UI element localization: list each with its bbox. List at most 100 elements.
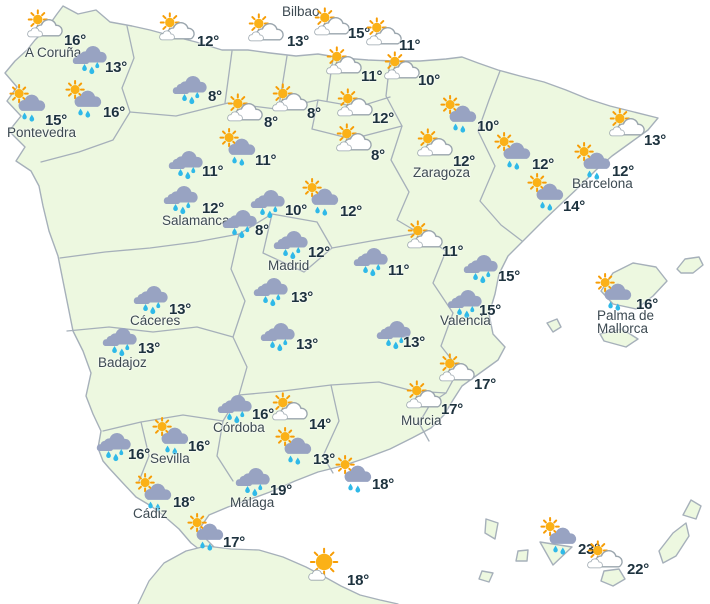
- partly-cloudy-icon: [271, 83, 311, 122]
- region-border-caceres-badajoz: [66, 326, 234, 338]
- rain-sun-icon: [335, 454, 376, 494]
- temperature-label: 13°: [403, 334, 426, 351]
- rain-sun-icon: [219, 127, 260, 167]
- temperature-label: 10°: [285, 202, 308, 219]
- island-fuerteventura: [658, 522, 690, 564]
- city-label: Zaragoza: [413, 165, 471, 180]
- partly-cloudy-icon: [247, 13, 287, 52]
- rain-sun-icon: [494, 131, 535, 171]
- temperature-label: 15°: [45, 112, 68, 129]
- rain-sun-icon: [574, 141, 615, 181]
- region-border-andalucia-west: [138, 421, 150, 482]
- city-label: Salamanca: [162, 213, 230, 228]
- temperature-label: 13°: [313, 451, 336, 468]
- partly-cloudy-icon: [438, 353, 478, 392]
- temperature-label: 13°: [169, 301, 192, 318]
- city-label: Córdoba: [213, 420, 265, 435]
- city-label: Madrid: [268, 258, 310, 273]
- partly-cloudy-icon: [336, 88, 376, 127]
- city-label: Valencia: [440, 313, 491, 328]
- temperature-label: 8°: [371, 147, 385, 164]
- temperature-label: 8°: [307, 105, 321, 122]
- temperature-label: 8°: [255, 222, 269, 239]
- temperature-label: 12°: [202, 200, 225, 217]
- temperature-label: 22°: [627, 561, 650, 578]
- partly-cloudy-icon: [383, 51, 423, 90]
- temperature-label: 16°: [128, 446, 151, 463]
- temperature-label: 10°: [477, 118, 500, 135]
- island-el-hierro: [478, 570, 494, 583]
- partly-cloudy-icon: [335, 123, 375, 162]
- temperature-label: 16°: [64, 32, 87, 49]
- city-label: Palma de Mallorca: [597, 308, 655, 336]
- temperature-label: 15°: [348, 25, 371, 42]
- rain-icon: [131, 280, 171, 317]
- temperature-label: 11°: [361, 68, 383, 85]
- city-label: Murcia: [401, 413, 442, 428]
- temperature-label: 13°: [291, 289, 314, 306]
- temperature-label: 16°: [188, 438, 211, 455]
- temperature-label: 8°: [208, 88, 222, 105]
- rain-sun-icon: [302, 177, 343, 217]
- temperature-label: 12°: [372, 110, 395, 127]
- region-border-madrid: [262, 213, 333, 273]
- temperature-label: 18°: [372, 476, 395, 493]
- temperature-label: 11°: [399, 37, 421, 54]
- region-border-aragon-cataluna: [477, 70, 523, 242]
- temperature-label: 15°: [498, 268, 521, 285]
- city-label: Bilbao: [282, 4, 320, 19]
- city-label: Cádiz: [133, 506, 168, 521]
- temperature-label: 13°: [138, 340, 161, 357]
- rain-icon: [374, 315, 414, 352]
- rain-sun-icon: [595, 272, 636, 312]
- city-label: Pontevedra: [7, 125, 77, 140]
- rain-icon: [70, 40, 110, 77]
- rain-icon: [258, 317, 298, 354]
- temperature-label: 16°: [103, 104, 126, 121]
- island-menorca: [676, 256, 704, 274]
- island-lanzarote: [682, 499, 702, 520]
- region-border-asturias-cantabria: [224, 50, 233, 104]
- temperature-label: 19°: [270, 482, 293, 499]
- partly-cloudy-icon: [405, 380, 445, 419]
- rain-sun-icon: [9, 83, 50, 123]
- rain-icon: [215, 389, 255, 426]
- temperature-label: 18°: [347, 572, 370, 589]
- city-label: Cáceres: [130, 313, 181, 328]
- city-label: Badajoz: [98, 355, 147, 370]
- city-label: Málaga: [230, 495, 275, 510]
- rain-sun-icon: [527, 172, 568, 212]
- region-border-castilla-leon-south: [59, 213, 273, 259]
- region-border-cantabria-euskadi: [278, 55, 288, 107]
- temperature-label: 8°: [264, 114, 278, 131]
- city-label: A Coruña: [25, 45, 82, 60]
- temperature-label: 11°: [442, 243, 464, 260]
- temperature-label: 17°: [474, 376, 497, 393]
- temperature-label: 17°: [223, 534, 246, 551]
- rain-icon: [170, 70, 210, 107]
- temperature-label: 11°: [255, 152, 277, 169]
- island-gran-canaria: [600, 568, 626, 587]
- city-label: Sevilla: [150, 451, 190, 466]
- rain-icon: [271, 225, 311, 262]
- rain-icon: [248, 184, 288, 221]
- rain-sun-icon: [65, 79, 106, 119]
- temperature-label: 13°: [105, 59, 128, 76]
- partly-cloudy-icon: [608, 108, 648, 147]
- temperature-label: 16°: [252, 406, 275, 423]
- partly-cloudy-icon: [313, 7, 353, 46]
- region-border-extremadura-east: [230, 233, 248, 396]
- temperature-label: 12°: [340, 203, 363, 220]
- temperature-label: 13°: [644, 132, 667, 149]
- city-label: Barcelona: [572, 176, 633, 191]
- rain-icon: [233, 462, 273, 499]
- partly-cloudy-icon: [406, 220, 446, 259]
- rain-icon: [445, 284, 485, 321]
- temperature-label: 12°: [308, 244, 331, 261]
- rain-sun-icon: [440, 94, 481, 134]
- temperature-label: 10°: [418, 72, 441, 89]
- partly-cloudy-icon: [416, 128, 456, 167]
